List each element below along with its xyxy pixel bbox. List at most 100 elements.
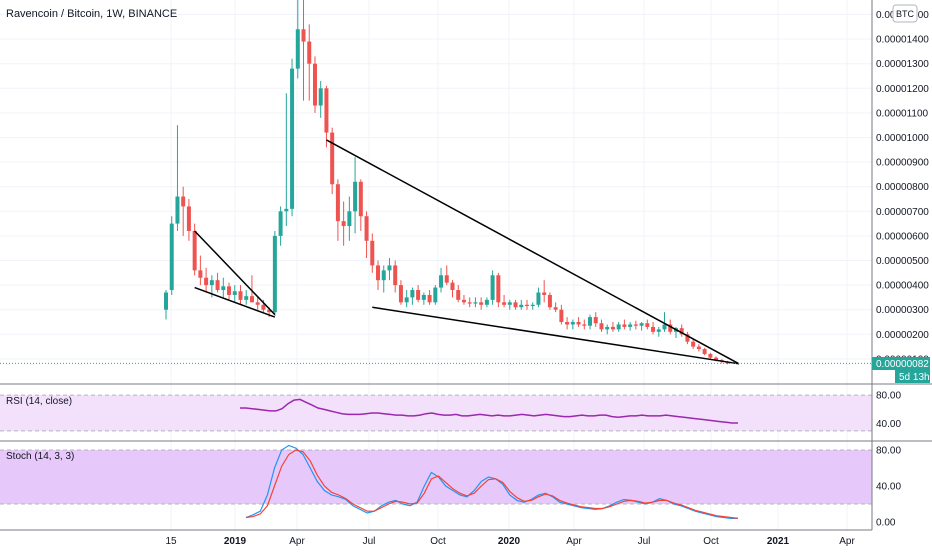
candle-body: [169, 223, 174, 291]
candle-body: [610, 326, 615, 330]
time-tick-label: Oct: [703, 536, 719, 547]
countdown-label: [895, 370, 930, 383]
candle-body: [347, 211, 352, 227]
candle-body: [301, 29, 306, 42]
time-tick-label: 2021: [767, 536, 790, 547]
candle-body: [628, 324, 633, 327]
stoch-tick-label: 80.00: [876, 446, 901, 457]
candle-body: [582, 324, 587, 326]
time-tick-label: Oct: [430, 536, 446, 547]
candle-body: [364, 216, 369, 241]
candle-body: [536, 292, 541, 305]
stoch-tick-label: 0.00: [876, 518, 896, 529]
price-tick-label: 0.00000600: [876, 231, 929, 242]
currency-badge-label: BTC: [896, 9, 915, 19]
candle-body: [444, 275, 449, 283]
price-tick-label: 0.00000200: [876, 330, 929, 341]
price-tick-label: 0.00001400: [876, 35, 929, 46]
price-tick-label: 0.00001100: [876, 108, 929, 119]
time-tick-label: Apr: [289, 536, 305, 547]
candle-body: [398, 285, 403, 303]
candle-body: [181, 196, 186, 207]
grid: [0, 0, 872, 530]
candle-body: [249, 296, 254, 303]
candle-body: [387, 265, 392, 271]
price-tick-label: 0.00001000: [876, 133, 929, 144]
candle-body: [484, 299, 489, 305]
time-tick-label: Jul: [363, 536, 376, 547]
chart-title: Ravencoin / Bitcoin, 1W, BINANCE: [6, 8, 177, 20]
candle-body: [622, 324, 627, 327]
candle-body: [358, 181, 363, 217]
candle-body: [456, 290, 461, 300]
time-tick-label: 15: [165, 536, 177, 547]
candle-body: [232, 291, 237, 295]
candle-body: [576, 322, 581, 325]
trendline: [372, 306, 740, 365]
candle-body: [507, 302, 512, 305]
stoch-legend: Stoch (14, 3, 3): [6, 451, 74, 462]
candle-body: [261, 304, 266, 310]
rsi-tick-label: 40.00: [876, 419, 901, 430]
candle-body: [284, 208, 289, 212]
candle-body: [547, 294, 552, 308]
candle-body: [192, 230, 197, 271]
candle-body: [502, 302, 507, 305]
trendline: [194, 286, 276, 318]
rsi-legend: RSI (14, close): [6, 396, 72, 407]
rsi-band-fill: [0, 395, 872, 431]
candle-body: [312, 63, 317, 106]
candle-body: [565, 322, 570, 325]
candle-body: [467, 302, 472, 304]
stoch-d-line: [245, 449, 739, 519]
candle-body: [461, 299, 466, 303]
candle-body: [255, 302, 260, 305]
candle-body: [381, 270, 386, 281]
candle-body: [272, 235, 277, 313]
candle-body: [519, 304, 524, 308]
time-tick-label: Jul: [638, 536, 651, 547]
candle-body: [553, 307, 558, 310]
price-tick-label: 0.00001200: [876, 84, 929, 95]
candle-body: [450, 282, 455, 291]
candle-body: [421, 294, 426, 300]
price-tick-label: 0.00000700: [876, 207, 929, 218]
candle-body: [393, 265, 398, 286]
candle-body: [679, 328, 684, 335]
candle-body: [267, 309, 272, 313]
candle-body: [221, 286, 226, 291]
candle-body: [433, 287, 438, 303]
candle-body: [639, 323, 644, 326]
candle-body: [588, 317, 593, 326]
candle-body: [656, 329, 661, 332]
candle-body: [542, 292, 547, 295]
candle-body: [307, 41, 312, 64]
candle-body: [290, 68, 295, 209]
candle-body: [164, 292, 168, 310]
candle-body: [496, 275, 501, 303]
candle-body: [198, 270, 203, 278]
time-tick-label: 2019: [224, 536, 247, 547]
candle-body: [330, 132, 335, 185]
candle-body: [668, 324, 673, 332]
candle-body: [238, 291, 243, 300]
candle-body: [708, 353, 713, 358]
candle-body: [186, 206, 191, 231]
candle-body: [324, 88, 329, 133]
candle-body: [416, 290, 421, 300]
candle-body: [209, 280, 214, 286]
candle-body: [696, 346, 701, 350]
trendlines[interactable]: [194, 139, 740, 365]
candle-body: [605, 326, 610, 330]
candle-body: [341, 221, 346, 227]
candle-body: [662, 324, 667, 330]
candles[interactable]: [164, 0, 730, 365]
candle-body: [530, 304, 535, 307]
stoch-tick-label: 40.00: [876, 482, 901, 493]
candle-body: [479, 302, 484, 305]
candle-body: [353, 181, 358, 212]
currency-badge[interactable]: [892, 4, 918, 23]
